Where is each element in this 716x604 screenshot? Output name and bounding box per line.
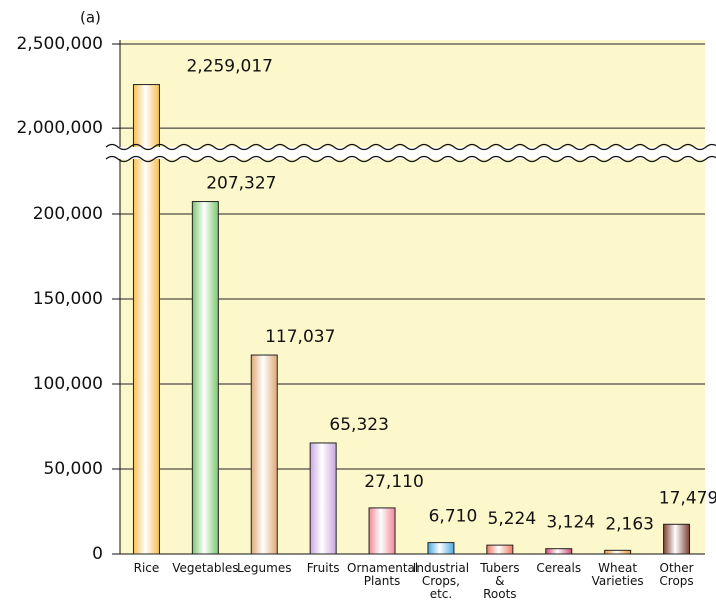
y-tick-label: 200,000 [33, 204, 103, 224]
bar [191, 201, 219, 555]
bar [663, 523, 691, 555]
bar [604, 549, 632, 555]
bar [132, 84, 160, 555]
value-label: 6,710 [429, 507, 478, 527]
value-label: 3,124 [546, 513, 595, 533]
chart-title: (a) [80, 9, 101, 27]
bar [250, 354, 278, 555]
value-label: 27,110 [364, 472, 423, 492]
y-tick-label: 50,000 [44, 459, 103, 479]
y-tick-label: 2,500,000 [16, 34, 103, 54]
x-tick-label: Cereals [536, 561, 582, 575]
axis-break-line [105, 155, 716, 163]
bar [368, 507, 396, 555]
y-tick-label: 100,000 [33, 374, 103, 394]
x-tick-label: Fruits [306, 561, 340, 575]
axis-break [106, 147, 715, 159]
x-tick-label: Vegetables [172, 561, 239, 575]
value-label: 2,163 [605, 514, 654, 534]
value-label: 2,259,017 [186, 57, 273, 77]
value-label: 65,323 [329, 415, 388, 435]
x-tick-label: Wheat Varieties [591, 561, 644, 588]
x-tick-label: Legumes [237, 561, 292, 575]
y-tick-label: 150,000 [33, 289, 103, 309]
bar [486, 544, 514, 555]
bar [309, 442, 337, 555]
y-tick-label: 2,000,000 [16, 118, 103, 138]
x-tick-label: Tubers & Roots [480, 561, 520, 601]
value-label: 5,224 [488, 509, 537, 529]
x-tick-label: Other Crops [659, 561, 694, 588]
x-tick-label: Rice [133, 561, 160, 575]
value-label: 117,037 [265, 327, 335, 347]
y-tick-label: 0 [92, 544, 103, 564]
x-tick-label: Industrial Crops, etc. [412, 561, 470, 601]
value-label: 207,327 [206, 174, 276, 194]
axis-break-line [105, 143, 716, 151]
bar [427, 542, 455, 555]
value-label: 17,479 [659, 488, 716, 508]
x-tick-label: Ornamental Plants [347, 561, 419, 588]
bar [545, 548, 573, 555]
